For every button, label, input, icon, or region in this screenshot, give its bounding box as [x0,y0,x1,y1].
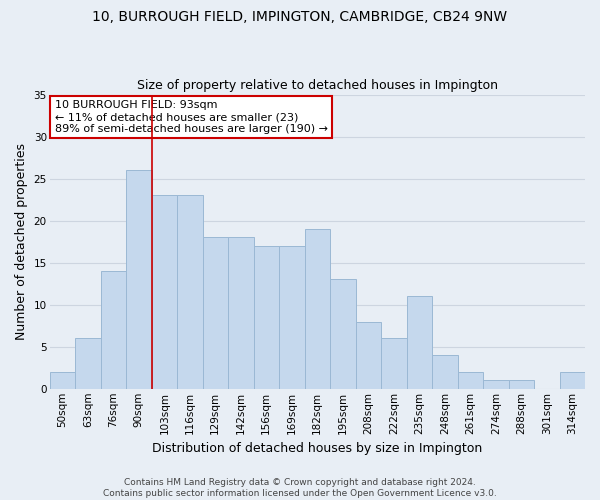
Bar [356,322,381,389]
Bar [75,338,101,389]
Bar [254,246,279,389]
Bar [330,280,356,389]
Bar [177,196,203,389]
Y-axis label: Number of detached properties: Number of detached properties [15,143,28,340]
X-axis label: Distribution of detached houses by size in Impington: Distribution of detached houses by size … [152,442,482,455]
Bar [483,380,509,389]
Bar [458,372,483,389]
Text: 10 BURROUGH FIELD: 93sqm
← 11% of detached houses are smaller (23)
89% of semi-d: 10 BURROUGH FIELD: 93sqm ← 11% of detach… [55,100,328,134]
Bar [407,296,432,389]
Bar [560,372,585,389]
Bar [381,338,407,389]
Bar [432,355,458,389]
Bar [305,229,330,389]
Bar [126,170,152,389]
Bar [203,238,228,389]
Bar [509,380,534,389]
Bar [228,238,254,389]
Text: 10, BURROUGH FIELD, IMPINGTON, CAMBRIDGE, CB24 9NW: 10, BURROUGH FIELD, IMPINGTON, CAMBRIDGE… [92,10,508,24]
Bar [279,246,305,389]
Text: Contains HM Land Registry data © Crown copyright and database right 2024.
Contai: Contains HM Land Registry data © Crown c… [103,478,497,498]
Bar [152,196,177,389]
Title: Size of property relative to detached houses in Impington: Size of property relative to detached ho… [137,79,498,92]
Bar [101,271,126,389]
Bar [50,372,75,389]
